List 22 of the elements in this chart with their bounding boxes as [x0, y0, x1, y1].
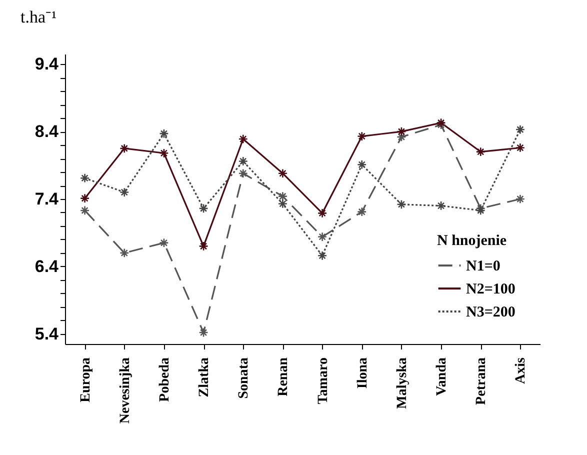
y-axis-title: t.ha⁻¹ [20, 8, 57, 26]
x-tick-label: Vanda [434, 358, 450, 396]
x-tick-label: Sonata [236, 358, 252, 399]
x-tick-label: Europa [78, 358, 94, 402]
y-tick-label: 5.4 [34, 324, 60, 344]
x-tick-label: Pobeda [157, 358, 172, 402]
legend-title: N hnojenie [437, 233, 507, 249]
x-tick-label: Tamaro [316, 358, 331, 404]
x-tick-label: Axis [514, 356, 529, 384]
y-tick-label: 6.4 [34, 256, 60, 276]
x-tick-label: Zlatka [197, 358, 212, 398]
y-tick-label: 8.4 [34, 122, 60, 142]
x-tick-label: Ilona [355, 358, 370, 389]
legend-label: N3=200 [466, 304, 516, 320]
legend-label: N1=0 [466, 258, 500, 274]
x-tick-label: Renan [276, 357, 292, 396]
y-tick-label: 9.4 [34, 54, 60, 74]
x-tick-label: Nevesinjka [118, 358, 133, 424]
x-tick-label: Malyska [394, 358, 410, 409]
x-tick-label: Petrana [474, 358, 490, 405]
y-tick-label: 7.4 [34, 190, 60, 208]
legend-label: N2=100 [466, 282, 516, 298]
